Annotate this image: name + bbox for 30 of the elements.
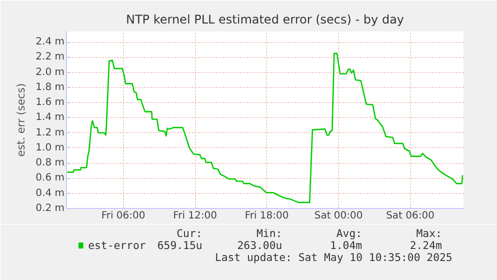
text: 2.24m: [410, 239, 442, 252]
text: Last update: Sat May 10 10:35:00 2025: [214, 251, 452, 264]
y-tick-label: 2.2 m: [36, 52, 65, 63]
y-tick-label: 1.4 m: [36, 112, 65, 124]
text: Avg:: [336, 227, 362, 240]
y-tick-label: 0.4 m: [36, 188, 65, 199]
x-tick-label: Fri 18:00: [244, 210, 289, 222]
y-tick-label: 2.0 m: [36, 66, 65, 78]
y-tick-label: 1.6 m: [36, 97, 65, 108]
x-tick-label: Sat 06:00: [386, 210, 434, 222]
text: 1.04m: [330, 239, 362, 252]
x-tick-label: Fri 06:00: [101, 210, 146, 222]
y-axis-title: est. err (secs): [14, 83, 28, 157]
y-tick-label: 0.2 m: [36, 203, 65, 214]
y-tick-label: 1.2 m: [36, 127, 65, 138]
text: 263.00u: [237, 239, 282, 252]
y-tick-label: 1.0 m: [36, 142, 65, 154]
y-tick-label: 1.8 m: [36, 82, 65, 93]
y-tick-label: 2.4 m: [36, 36, 65, 48]
y-tick-label: 0.6 m: [36, 172, 65, 184]
text: Max:: [416, 227, 442, 240]
chart-title: NTP kernel PLL estimated error (secs) - by day: [126, 12, 404, 26]
text: Min:: [256, 227, 282, 240]
y-tick-label: 0.8 m: [36, 158, 65, 169]
legend-label: est-error: [88, 239, 146, 252]
text: Cur:: [176, 227, 202, 240]
text: 659.15u: [157, 239, 202, 252]
x-tick-label: Sat 00:00: [314, 210, 363, 222]
line-series: [66, 52, 464, 204]
x-tick-label: Fri 12:00: [173, 210, 218, 222]
